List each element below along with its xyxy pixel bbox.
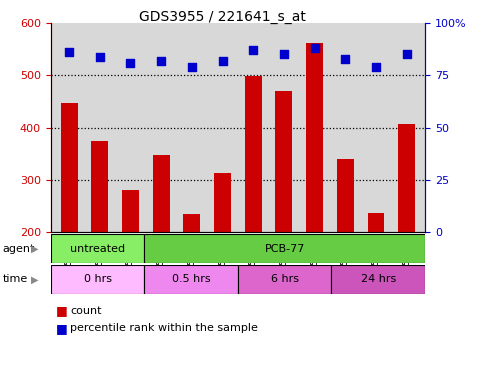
Point [157,58,165,64]
Text: 0 hrs: 0 hrs [84,274,112,285]
Text: untreated: untreated [70,243,125,254]
Point [96,53,104,60]
Text: ■: ■ [56,305,67,318]
Text: count: count [70,306,101,316]
Bar [51,234,144,263]
Text: ▶: ▶ [31,274,39,285]
Text: 6 hrs: 6 hrs [270,274,298,285]
Bar [184,214,200,337]
Bar [61,103,78,337]
Bar [238,265,331,294]
Text: PCB-77: PCB-77 [265,243,305,254]
Text: percentile rank within the sample: percentile rank within the sample [70,323,258,333]
Bar [398,124,415,337]
Bar [51,265,144,294]
Text: agent: agent [2,243,35,254]
Point [311,45,318,51]
Bar [122,190,139,337]
Point [341,56,349,62]
Point [219,58,227,64]
Bar [368,213,384,337]
Text: 0.5 hrs: 0.5 hrs [172,274,211,285]
Point [65,49,73,55]
Point [280,51,288,58]
Point [403,51,411,58]
Text: time: time [2,274,28,285]
Text: GDS3955 / 221641_s_at: GDS3955 / 221641_s_at [139,10,306,23]
Point [188,64,196,70]
Bar [245,76,262,337]
Bar [306,43,323,337]
Bar [144,265,238,294]
Point [249,47,257,53]
Text: ■: ■ [56,322,67,335]
Bar [153,155,170,337]
Bar [214,173,231,337]
Bar [337,159,354,337]
Point [127,60,134,66]
Point [372,64,380,70]
Bar [275,91,292,337]
Bar [331,265,425,294]
Bar [144,234,425,263]
Text: 24 hrs: 24 hrs [361,274,396,285]
Bar [91,141,108,337]
Text: ▶: ▶ [31,243,39,254]
